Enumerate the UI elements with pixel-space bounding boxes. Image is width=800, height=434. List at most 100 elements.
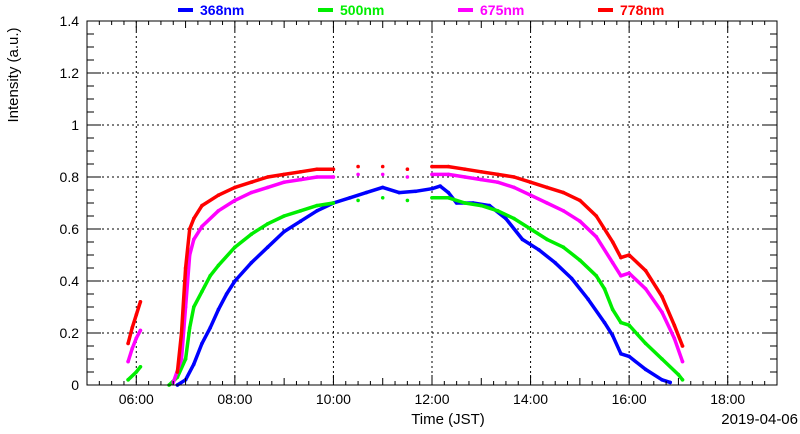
data-point [512,216,516,221]
data-point [479,170,484,174]
data-point [438,184,443,188]
data-point [187,326,192,330]
data-point [405,198,410,203]
y-tick-label: 1.2 [60,65,80,81]
data-point [356,198,360,203]
data-point [233,185,237,190]
data-point [512,185,516,190]
y-tick-label: 0.4 [60,273,80,289]
data-point [134,313,139,317]
data-point [586,297,590,302]
data-point [413,189,418,194]
data-point [331,201,336,205]
data-point [348,196,352,200]
data-point [126,341,130,346]
data-point [249,180,254,184]
data-point [561,209,566,213]
data-point [479,177,484,182]
x-tick-label: 12:00 [414,391,449,407]
data-point [126,378,130,382]
series-line [175,184,672,387]
data-point [672,323,677,328]
data-point [356,164,360,169]
data-point [192,362,196,367]
data-point [138,365,143,369]
data-point [463,175,467,179]
data-point [660,294,664,299]
data-point [138,300,143,304]
series-line [126,300,143,346]
legend-label: 778nm [620,2,664,18]
data-point [200,224,204,229]
data-point [130,346,134,351]
data-point [660,310,664,315]
data-point [676,372,681,377]
data-point [183,266,188,270]
x-tick-label: 16:00 [612,391,647,407]
data-point [175,370,180,374]
data-point [265,222,270,226]
data-point [512,175,516,179]
data-point [463,201,467,205]
data-point [405,175,410,179]
y-tick-label: 1.4 [60,13,80,29]
data-point [208,326,212,330]
data-point [265,175,270,179]
data-point [315,203,319,208]
data-point [380,196,385,200]
data-point [298,177,303,182]
data-point [315,167,319,171]
y-tick-label: 0.2 [60,325,80,341]
data-point [660,378,664,382]
data-point [233,198,237,203]
series-500nm [126,196,685,387]
data-point [126,359,130,364]
series-line [175,167,336,374]
data-point [134,336,139,341]
x-axis-title: Time (JST) [411,411,485,428]
data-point [430,172,434,177]
data-point [463,167,467,171]
data-point [680,344,685,348]
data-point [192,237,196,242]
data-point [200,341,204,346]
data-series [126,164,685,387]
data-point [315,175,319,179]
data-point [619,352,623,356]
data-point [405,167,410,171]
legend-label: 368nm [200,2,244,18]
data-point [643,287,648,291]
data-point [183,357,188,361]
axis-ticks: 06:00 08:00 10:00 12:00 14:00 16:00 18:00 0 0.2 0… [60,13,778,407]
data-point [364,190,369,195]
data-point [528,193,533,197]
series-675nm [126,172,685,385]
data-point [192,216,196,221]
legend-label: 500nm [340,2,384,18]
x-tick-label: 06:00 [119,391,154,407]
data-point [249,190,254,195]
data-point [208,274,212,278]
data-point [578,219,582,223]
y-axis-title: Intensity (a.u.) [5,27,22,122]
data-point [578,258,582,263]
data-point [216,307,221,312]
data-point [643,268,648,273]
data-point [594,235,599,239]
data-point [610,240,615,244]
x-tick-label: 08:00 [217,391,252,407]
data-point [668,380,672,385]
data-point [528,227,533,231]
data-point [397,190,401,195]
data-point [249,261,254,265]
data-point [298,170,303,174]
data-point [134,370,139,374]
data-point [495,172,500,177]
data-point [138,328,143,333]
data-point [265,245,270,249]
y-tick-label: 0.8 [60,169,80,185]
data-point [380,164,385,169]
data-point [446,172,451,177]
data-point [233,279,237,283]
data-point [298,209,303,213]
